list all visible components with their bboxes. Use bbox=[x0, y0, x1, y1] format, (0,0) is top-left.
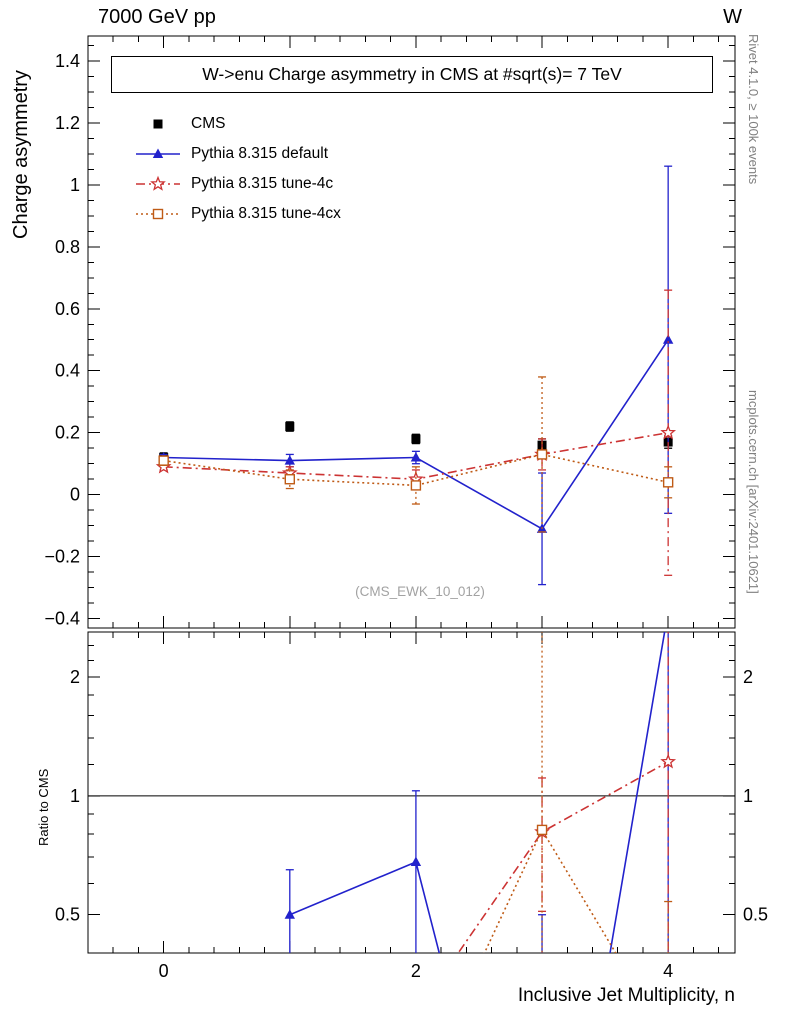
plot-title: W->enu Charge asymmetry in CMS at #sqrt(… bbox=[111, 56, 713, 93]
svg-text:4: 4 bbox=[663, 961, 673, 981]
svg-text:−0.4: −0.4 bbox=[44, 609, 80, 629]
svg-text:2: 2 bbox=[70, 667, 80, 687]
legend-item-pythia-default: Pythia 8.315 default bbox=[134, 139, 341, 169]
cms-marker-icon bbox=[153, 119, 163, 129]
process-label: W bbox=[723, 6, 742, 28]
legend-item-pythia-tune4cx: Pythia 8.315 tune-4cx bbox=[134, 199, 341, 229]
svg-text:0.4: 0.4 bbox=[55, 361, 80, 381]
x-axis-title: Inclusive Jet Multiplicity, n bbox=[517, 985, 735, 1006]
svg-text:1.4: 1.4 bbox=[55, 51, 80, 71]
svg-text:0.5: 0.5 bbox=[55, 905, 80, 925]
beam-energy-label: 7000 GeV pp bbox=[98, 6, 216, 28]
pythia-tune4c-marker-icon bbox=[136, 175, 180, 191]
pythia-tune4cx-marker-icon bbox=[136, 208, 180, 220]
y-axis-title-main: Charge asymmetry bbox=[10, 70, 32, 239]
legend: CMS Pythia 8.315 default Pythia 8.315 tu… bbox=[134, 109, 341, 229]
svg-text:0.6: 0.6 bbox=[55, 299, 80, 319]
legend-item-pythia-tune4c: Pythia 8.315 tune-4c bbox=[134, 169, 341, 199]
svg-text:0.8: 0.8 bbox=[55, 237, 80, 257]
legend-label: Pythia 8.315 tune-4c bbox=[191, 175, 334, 192]
svg-text:−0.2: −0.2 bbox=[44, 547, 80, 567]
svg-text:1: 1 bbox=[743, 786, 753, 806]
legend-label: Pythia 8.315 default bbox=[191, 145, 329, 162]
legend-label: Pythia 8.315 tune-4cx bbox=[191, 205, 341, 222]
svg-text:0: 0 bbox=[159, 961, 169, 981]
svg-text:2: 2 bbox=[743, 667, 753, 687]
pythia-default-marker-icon bbox=[136, 148, 180, 158]
svg-text:0.2: 0.2 bbox=[55, 423, 80, 443]
rivet-version-note: Rivet 4.1.0, ≥ 100k events bbox=[746, 34, 761, 185]
legend-item-cms: CMS bbox=[134, 109, 341, 139]
legend-label: CMS bbox=[191, 115, 226, 132]
svg-text:1: 1 bbox=[70, 786, 80, 806]
svg-text:1.2: 1.2 bbox=[55, 113, 80, 133]
y-axis-title-ratio: Ratio to CMS bbox=[36, 768, 51, 846]
svg-text:0: 0 bbox=[70, 485, 80, 505]
svg-text:2: 2 bbox=[411, 961, 421, 981]
analysis-id-watermark: (CMS_EWK_10_012) bbox=[355, 584, 485, 599]
mcplots-reference-note: mcplots.cern.ch [arXiv:2401.10621] bbox=[746, 390, 761, 594]
svg-text:1: 1 bbox=[70, 175, 80, 195]
svg-text:0.5: 0.5 bbox=[743, 905, 768, 925]
